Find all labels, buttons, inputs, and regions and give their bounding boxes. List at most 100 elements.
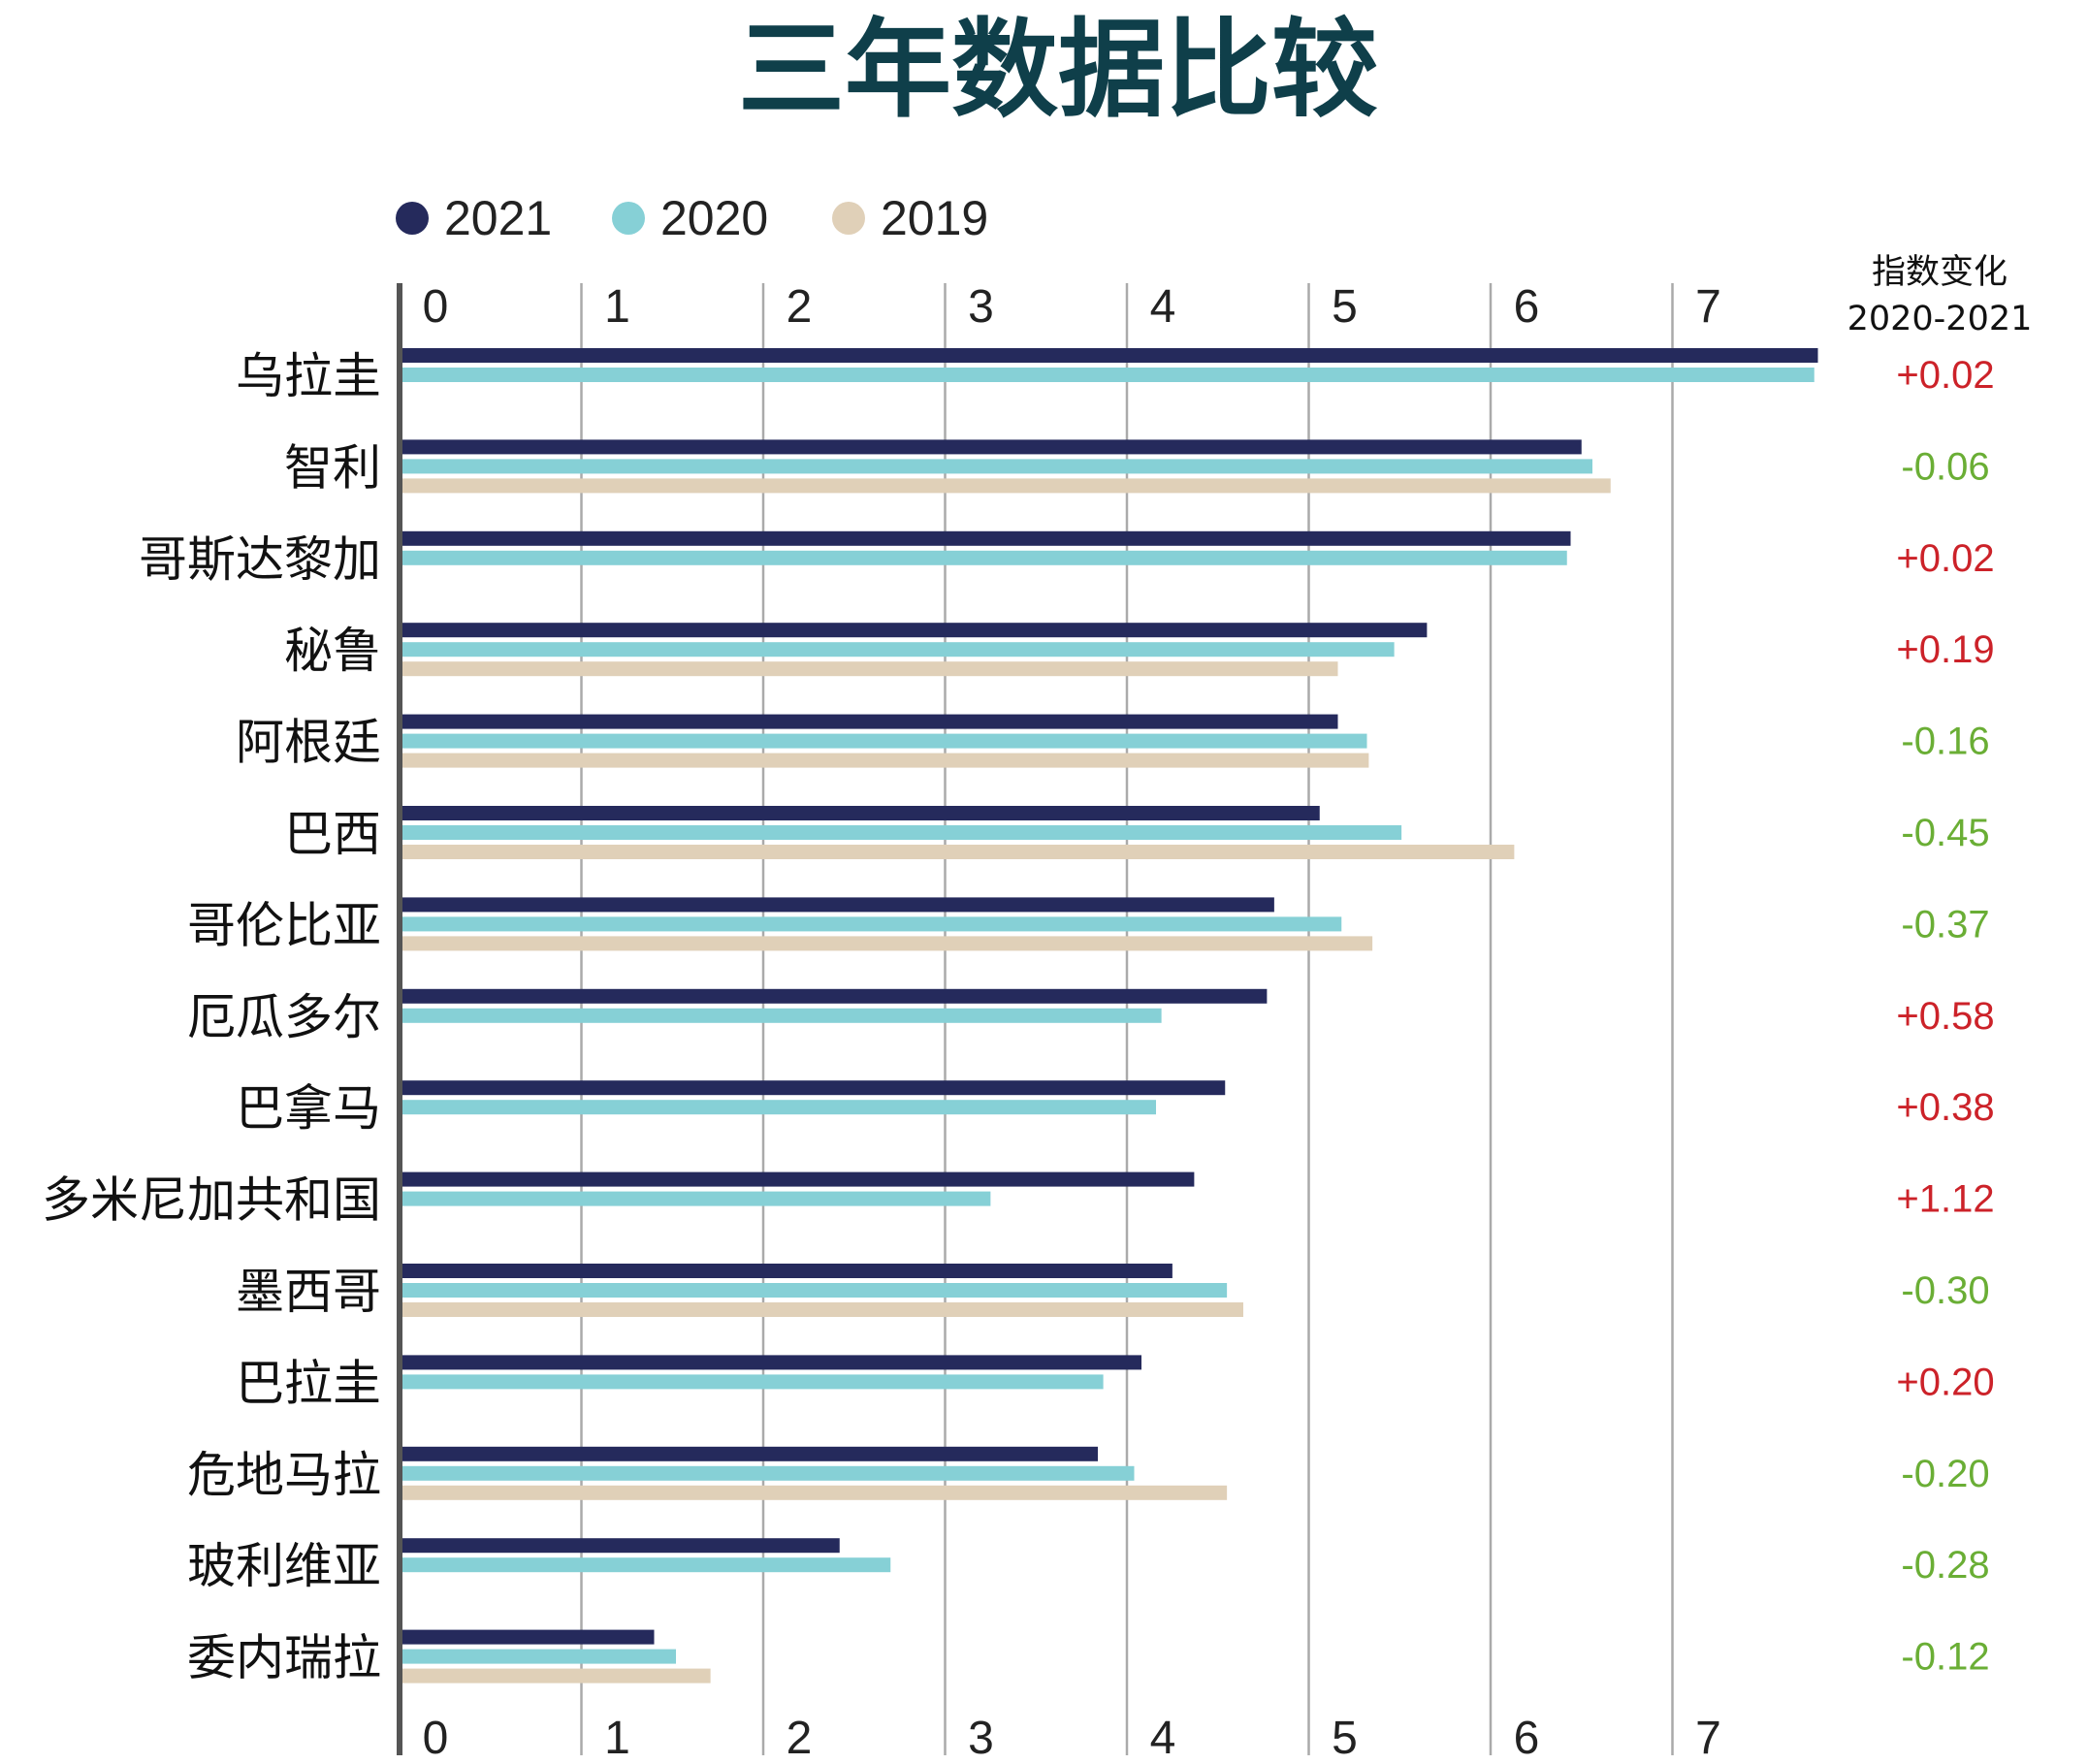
- bar-2020-2: [400, 550, 1567, 565]
- bar-2020-6: [400, 916, 1342, 932]
- x-tick-bottom-7: 7: [1695, 1713, 1721, 1764]
- change-value-3: +0.19: [1896, 628, 1994, 671]
- change-value-12: -0.20: [1901, 1453, 1989, 1495]
- bar-2019-6: [400, 936, 1373, 951]
- category-label-5: 巴西: [284, 806, 381, 862]
- x-tick-bottom-5: 5: [1332, 1713, 1358, 1764]
- bar-2021-2: [400, 530, 1571, 546]
- x-tick-top-3: 3: [968, 281, 994, 333]
- bar-2020-11: [400, 1374, 1104, 1390]
- bar-2021-13: [400, 1538, 840, 1554]
- bar-2019-3: [400, 661, 1338, 677]
- change-value-0: +0.02: [1896, 354, 1994, 397]
- bar-2019-4: [400, 753, 1369, 768]
- category-label-6: 哥伦比亚: [187, 897, 381, 953]
- bar-2021-6: [400, 897, 1274, 913]
- x-tick-top-2: 2: [787, 281, 813, 333]
- category-label-4: 阿根廷: [236, 715, 381, 771]
- bar-2021-4: [400, 714, 1338, 729]
- bar-2019-5: [400, 845, 1515, 859]
- change-value-6: -0.37: [1901, 903, 1989, 946]
- bar-2020-12: [400, 1465, 1135, 1481]
- change-value-10: -0.30: [1901, 1269, 1989, 1312]
- bar-2019-14: [400, 1668, 711, 1684]
- chart-title: 三年数据比较: [738, 8, 1378, 132]
- legend-marker-2019: [832, 202, 865, 235]
- x-tick-labels-bottom: 0 1 2 3 4 5 6 7: [423, 1713, 1721, 1764]
- change-value-2: +0.02: [1896, 537, 1994, 580]
- x-tick-top-7: 7: [1695, 281, 1721, 333]
- x-tick-bottom-2: 2: [787, 1713, 813, 1764]
- bar-2021-7: [400, 988, 1268, 1004]
- x-tick-bottom-3: 3: [968, 1713, 994, 1764]
- change-value-4: -0.16: [1901, 721, 1989, 763]
- legend-marker-2021: [396, 202, 429, 235]
- bar-2021-12: [400, 1446, 1098, 1461]
- bar-2020-13: [400, 1557, 891, 1573]
- bar-2020-8: [400, 1100, 1156, 1115]
- change-value-1: -0.06: [1901, 445, 1989, 488]
- category-label-1: 智利: [284, 439, 381, 496]
- change-value-5: -0.45: [1901, 812, 1989, 854]
- legend-label-2019: 2019: [881, 191, 988, 245]
- bar-2021-3: [400, 623, 1428, 638]
- category-label-10: 墨西哥: [236, 1264, 381, 1320]
- change-values: +0.02 -0.06 +0.02 +0.19 -0.16 -0.45 -0.37 +0.58…: [1896, 354, 1994, 1679]
- change-value-8: +0.38: [1896, 1086, 1994, 1129]
- legend: 2021 2020 2019: [396, 191, 988, 245]
- bar-2021-9: [400, 1171, 1195, 1187]
- x-tick-top-6: 6: [1514, 281, 1540, 333]
- category-label-2: 哥斯达黎加: [139, 531, 381, 588]
- category-label-11: 巴拉圭: [236, 1355, 381, 1411]
- category-label-14: 委内瑞拉: [187, 1630, 381, 1686]
- legend-marker-2020: [612, 202, 645, 235]
- bar-2020-0: [400, 368, 1815, 382]
- change-header-line1: 指数变化: [1872, 253, 2008, 292]
- bar-2020-7: [400, 1008, 1162, 1023]
- change-header-line2: 2020-2021: [1847, 300, 2033, 338]
- x-tick-top-4: 4: [1150, 281, 1176, 333]
- legend-label-2021: 2021: [444, 191, 552, 245]
- category-label-13: 玻利维亚: [187, 1538, 381, 1594]
- x-tick-labels-top: 0 1 2 3 4 5 6 7: [423, 281, 1721, 333]
- legend-label-2020: 2020: [660, 191, 768, 245]
- bar-2021-1: [400, 439, 1582, 455]
- x-tick-top-5: 5: [1332, 281, 1358, 333]
- category-label-12: 危地马拉: [187, 1447, 381, 1503]
- change-value-14: -0.12: [1901, 1636, 1989, 1679]
- x-tick-top-0: 0: [423, 281, 449, 333]
- category-label-0: 乌拉圭: [236, 348, 381, 404]
- bar-2021-8: [400, 1080, 1226, 1096]
- change-value-9: +1.12: [1896, 1178, 1994, 1221]
- x-tick-bottom-6: 6: [1514, 1713, 1540, 1764]
- bar-2020-9: [400, 1191, 991, 1206]
- bar-2021-0: [400, 348, 1818, 363]
- category-label-7: 厄瓜多尔: [187, 989, 381, 1045]
- category-labels: 乌拉圭智利哥斯达黎加秘鲁阿根廷巴西哥伦比亚厄瓜多尔巴拿马多米尼加共和国墨西哥巴拉…: [42, 348, 381, 1686]
- bar-2020-14: [400, 1649, 676, 1664]
- x-tick-bottom-1: 1: [604, 1713, 630, 1764]
- x-tick-bottom-4: 4: [1150, 1713, 1176, 1764]
- change-value-7: +0.58: [1896, 995, 1994, 1038]
- bar-2020-10: [400, 1283, 1228, 1298]
- change-value-13: -0.28: [1901, 1544, 1989, 1587]
- x-tick-bottom-0: 0: [423, 1713, 449, 1764]
- bar-2020-3: [400, 642, 1395, 657]
- bar-2019-12: [400, 1485, 1228, 1500]
- change-value-11: +0.20: [1896, 1361, 1994, 1403]
- bar-2019-1: [400, 478, 1611, 494]
- bar-2021-10: [400, 1264, 1172, 1278]
- bar-2020-4: [400, 733, 1367, 749]
- bars: [400, 348, 1818, 1684]
- bar-2021-14: [400, 1629, 655, 1645]
- bar-2020-1: [400, 459, 1592, 474]
- x-tick-top-1: 1: [604, 281, 630, 333]
- bar-2020-5: [400, 825, 1402, 840]
- category-label-8: 巴拿马: [236, 1080, 381, 1137]
- category-label-3: 秘鲁: [284, 623, 381, 679]
- bar-2021-5: [400, 806, 1320, 820]
- category-label-9: 多米尼加共和国: [42, 1172, 381, 1229]
- bar-2019-10: [400, 1302, 1243, 1317]
- bar-2021-11: [400, 1355, 1141, 1370]
